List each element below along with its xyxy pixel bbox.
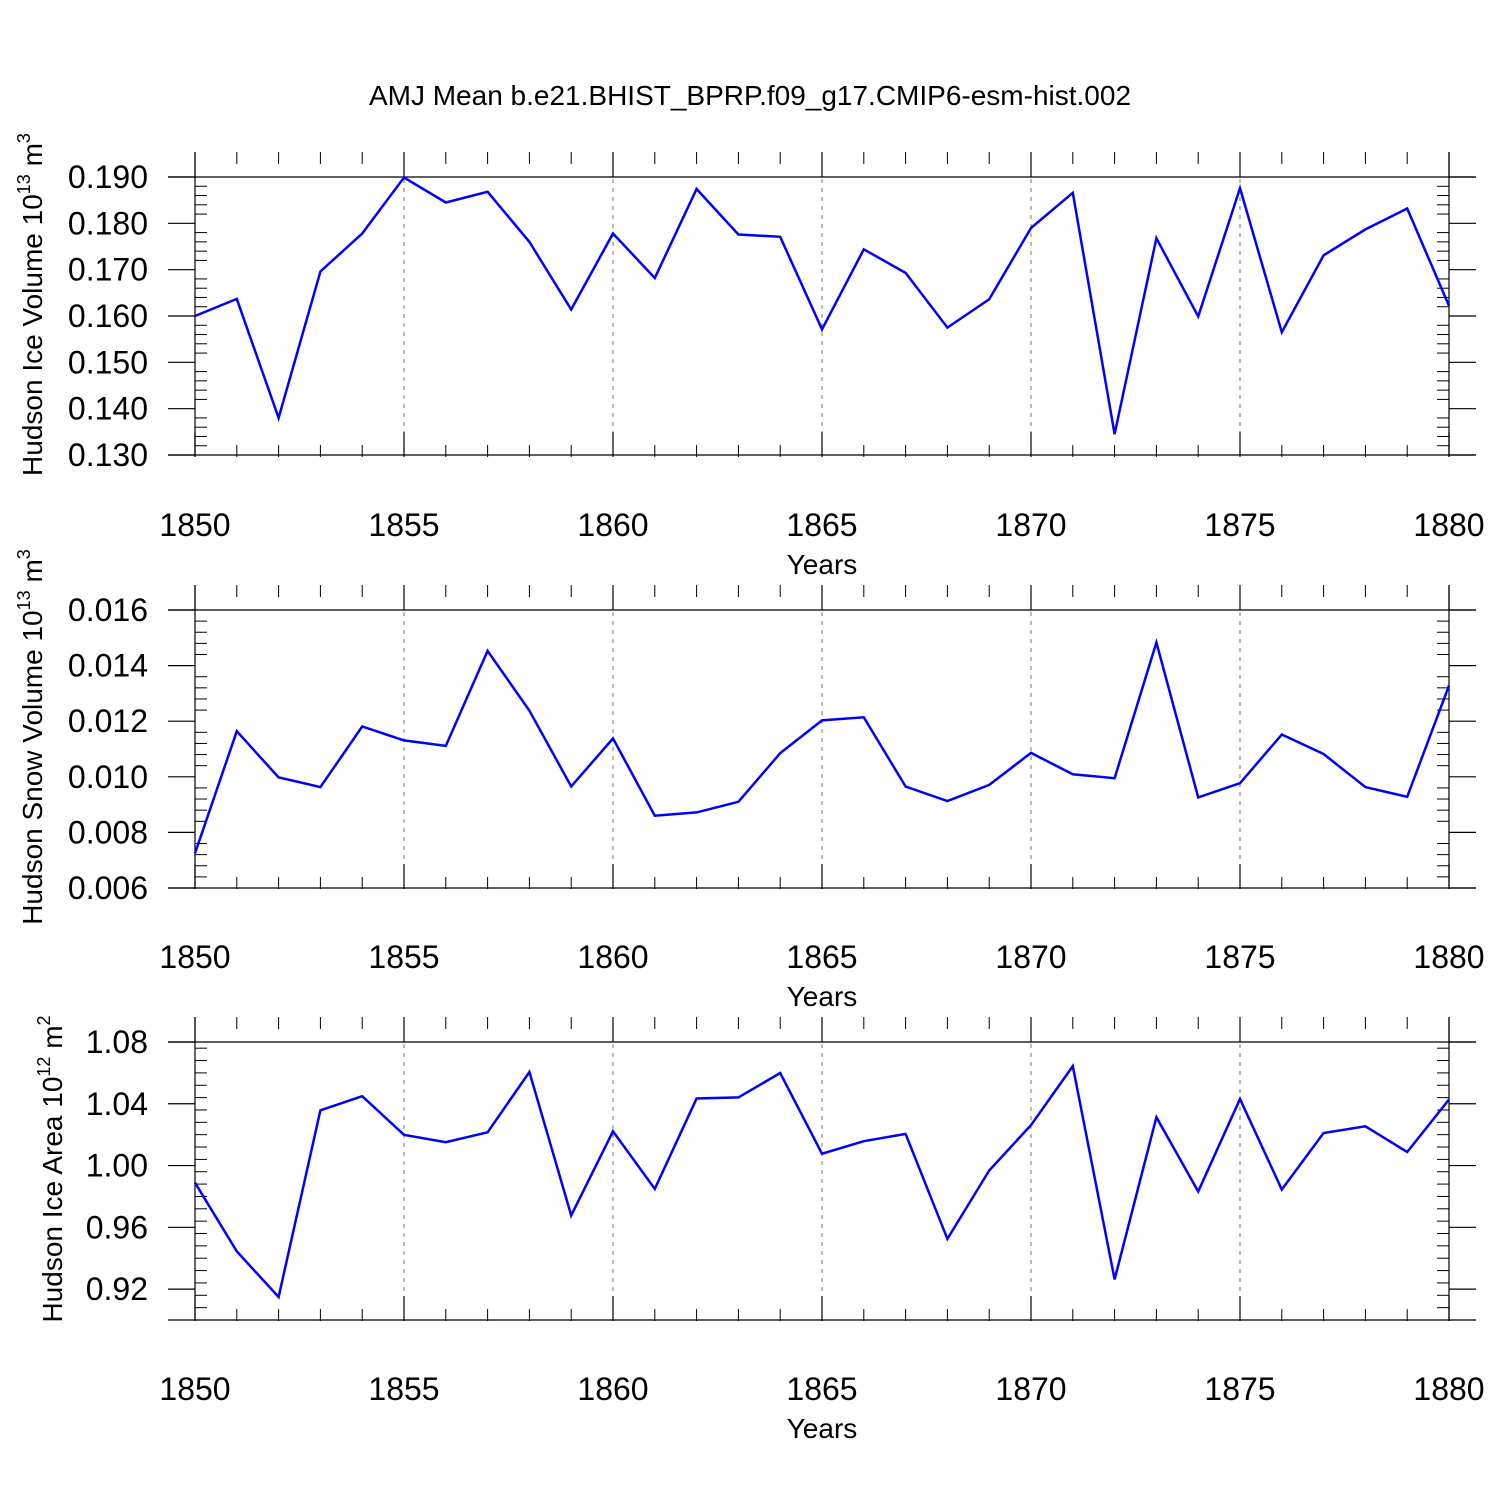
series-line <box>193 637 1451 854</box>
y-tick-label: 0.010 <box>68 759 148 795</box>
y-tick-label: 0.016 <box>68 592 148 628</box>
x-tick-label: 1860 <box>577 939 648 975</box>
x-tick-label: 1875 <box>1204 1371 1275 1407</box>
x-tick-label: 1860 <box>577 507 648 543</box>
y-tick-label: 0.92 <box>86 1271 148 1307</box>
x-tick-label: 1865 <box>786 939 857 975</box>
series-line <box>194 175 1451 435</box>
x-tick-label: 1870 <box>995 507 1066 543</box>
y-tick-label: 0.130 <box>68 437 148 473</box>
x-tick-label: 1870 <box>995 939 1066 975</box>
x-tick-label: 1850 <box>159 1371 230 1407</box>
x-tick-label: 1855 <box>368 1371 439 1407</box>
panel-3: 1850 1855 1860 1865 1870 1875 1880 0.92 0.96 1.00… <box>34 1015 1485 1444</box>
y-tick-label: 1.00 <box>86 1148 148 1184</box>
y-tick-label: 0.012 <box>68 703 148 739</box>
y-tick-label: 0.150 <box>68 344 148 380</box>
y-axis-label: Hudson Snow Volume 1013 m3 <box>14 549 48 925</box>
y-axis-label: Hudson Ice Volume 1013 m3 <box>14 133 48 476</box>
y-tick-label: 0.190 <box>68 159 148 195</box>
x-tick-label: 1865 <box>786 1371 857 1407</box>
x-tick-label: 1860 <box>577 1371 648 1407</box>
y-tick-label: 0.160 <box>68 298 148 334</box>
x-tick-label: 1850 <box>159 507 230 543</box>
y-tick-label: 0.180 <box>68 205 148 241</box>
chart-title: AMJ Mean b.e21.BHIST_BPRP.f09_g17.CMIP6-… <box>368 80 1132 111</box>
x-tick-label: 1875 <box>1204 507 1275 543</box>
x-tick-label: 1855 <box>368 939 439 975</box>
y-tick-label: 0.170 <box>68 252 148 288</box>
x-axis-label: Years <box>787 549 858 580</box>
y-tick-label: 0.014 <box>68 648 148 684</box>
x-tick-label: 1850 <box>159 939 230 975</box>
x-tick-label: 1865 <box>786 507 857 543</box>
y-tick-label: 0.006 <box>68 870 148 906</box>
y-tick-label: 0.140 <box>68 391 148 427</box>
y-tick-label: 1.08 <box>86 1024 148 1060</box>
panel-1: 1850 1855 1860 1865 1870 1875 1880 0.130 0.140 0.… <box>14 133 1485 580</box>
y-tick-label: 1.04 <box>86 1086 148 1122</box>
panel-2: 1850 1855 1860 1865 1870 1875 1880 0.006 0.008 0.… <box>14 549 1485 1012</box>
y-tick-label: 0.008 <box>68 814 148 850</box>
x-tick-label: 1875 <box>1204 939 1275 975</box>
x-axis-label: Years <box>787 981 858 1012</box>
y-axis-label: Hudson Ice Area 1012 m2 <box>34 1015 68 1322</box>
x-tick-label: 1855 <box>368 507 439 543</box>
series-line <box>193 1062 1450 1300</box>
x-tick-label: 1880 <box>1413 939 1484 975</box>
y-tick-label: 0.96 <box>86 1209 148 1245</box>
x-tick-label: 1870 <box>995 1371 1066 1407</box>
x-axis-label: Years <box>787 1413 858 1444</box>
x-tick-label: 1880 <box>1413 1371 1484 1407</box>
x-tick-label: 1880 <box>1413 507 1484 543</box>
